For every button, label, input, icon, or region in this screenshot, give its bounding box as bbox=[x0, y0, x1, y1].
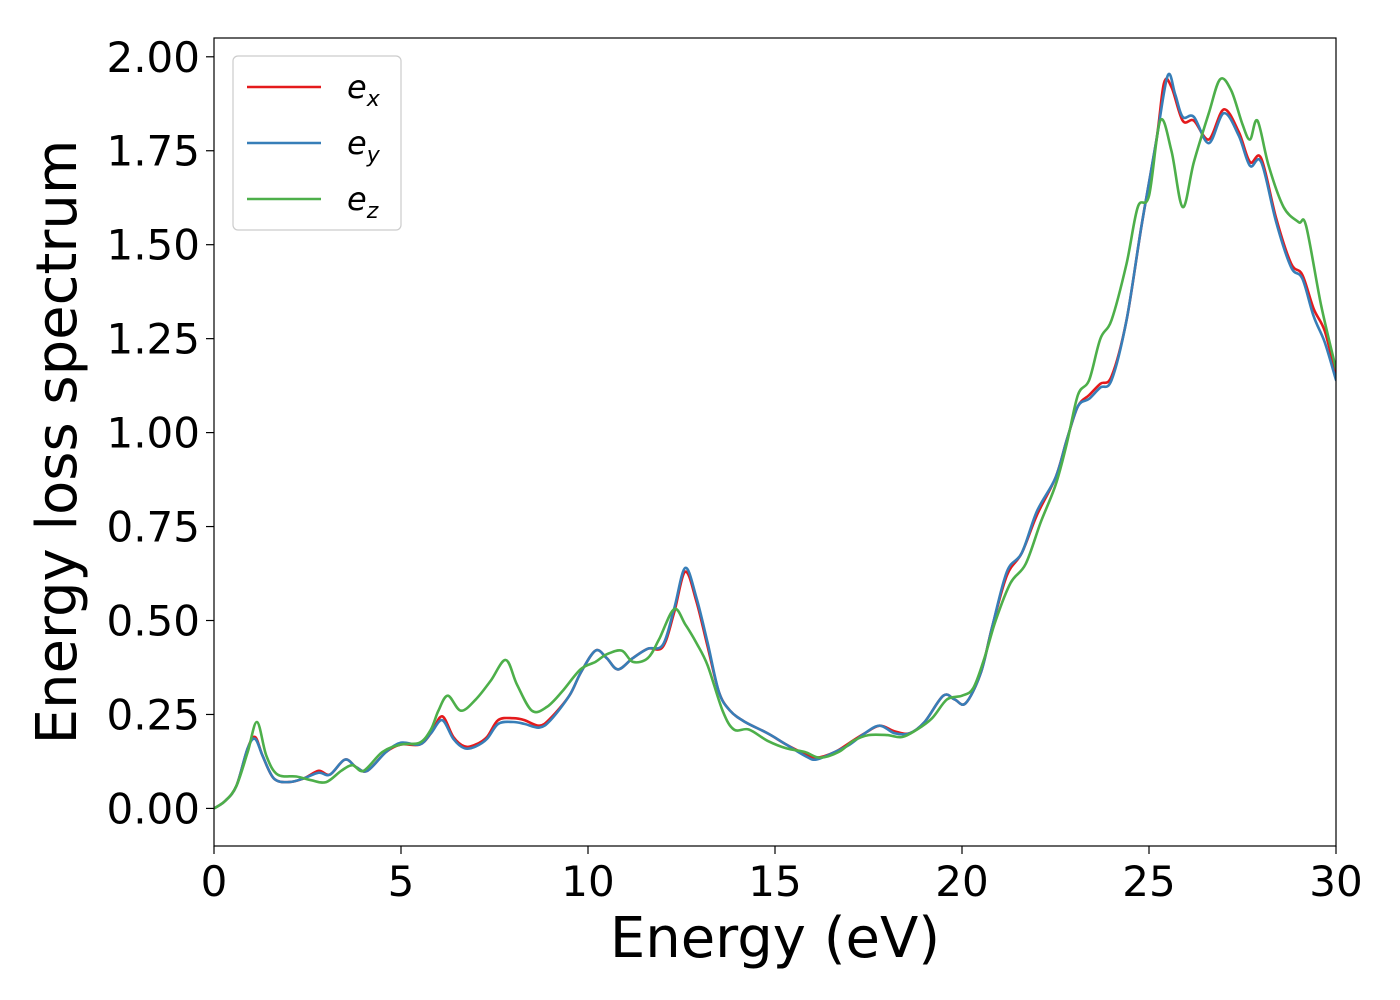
x-tick-label: 20 bbox=[935, 857, 988, 906]
series-layer bbox=[214, 72, 1336, 810]
y-tick-label: 1.50 bbox=[106, 221, 200, 270]
y-tick-label: 1.25 bbox=[106, 315, 200, 364]
x-tick-label: 0 bbox=[201, 857, 228, 906]
legend-label-base: e bbox=[347, 124, 367, 162]
y-axis-title: Energy loss spectrum bbox=[25, 140, 90, 745]
legend-label-y: ey bbox=[347, 124, 381, 168]
x-tick-label: 5 bbox=[388, 857, 415, 906]
legend-label-base: e bbox=[347, 68, 367, 106]
x-tick-label: 15 bbox=[748, 857, 801, 906]
x-tick-label: 10 bbox=[561, 857, 614, 906]
y-tick-label: 0.50 bbox=[106, 597, 200, 646]
series-line-z bbox=[214, 77, 1336, 810]
y-tick-label: 0.00 bbox=[106, 784, 200, 833]
y-tick-label: 1.75 bbox=[106, 127, 200, 176]
y-tick-label: 0.75 bbox=[106, 503, 200, 552]
x-axis: 0 5 10 15 20 25 30 bbox=[201, 846, 1363, 906]
legend-label-z: ez bbox=[347, 180, 379, 224]
legend-label-subscript: z bbox=[366, 199, 379, 224]
x-tick-label: 25 bbox=[1122, 857, 1175, 906]
legend-label-subscript: x bbox=[366, 87, 381, 112]
y-tick-label: 2.00 bbox=[106, 33, 200, 82]
y-tick-label: 1.00 bbox=[106, 409, 200, 458]
legend-label-base: e bbox=[347, 180, 367, 218]
x-axis-title: Energy (eV) bbox=[610, 906, 940, 971]
legend-label-subscript: y bbox=[366, 143, 381, 168]
y-axis: 0.00 0.25 0.50 0.75 1.00 1.25 1.50 1.75 2.00 bbox=[106, 33, 214, 833]
x-tick-label: 30 bbox=[1309, 857, 1362, 906]
y-tick-label: 0.25 bbox=[106, 690, 200, 739]
legend-label-x: ex bbox=[347, 68, 381, 112]
